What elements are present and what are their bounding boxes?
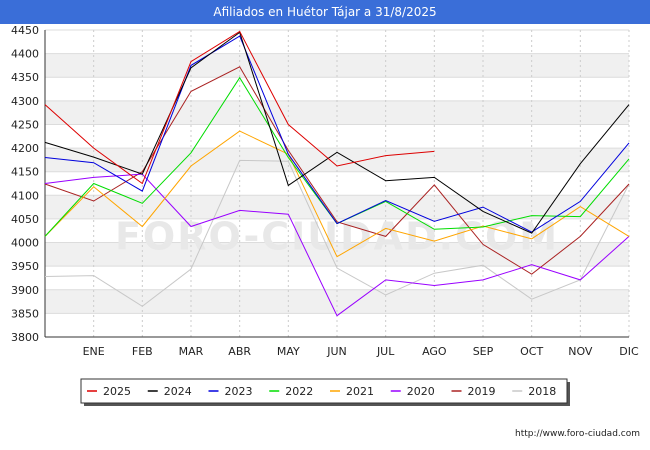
y-tick-label: 3900	[11, 284, 39, 297]
x-tick-label: MAR	[179, 345, 204, 358]
y-tick-label: 4000	[11, 237, 39, 250]
legend-label-2019: 2019	[468, 385, 496, 398]
x-tick-label: ABR	[228, 345, 251, 358]
y-tick-label: 3850	[11, 307, 39, 320]
x-tick-label: AGO	[422, 345, 447, 358]
chart-title: Afiliados en Huétor Tájar a 31/8/2025	[0, 0, 650, 24]
series-line-2023	[44, 35, 630, 233]
x-tick-label: OCT	[520, 345, 543, 358]
y-tick-label: 4200	[11, 142, 39, 155]
legend-label-2021: 2021	[346, 385, 374, 398]
y-tick-label: 4400	[11, 48, 39, 61]
legend-label-2023: 2023	[225, 385, 253, 398]
legend-label-2018: 2018	[528, 385, 556, 398]
legend-label-2022: 2022	[285, 385, 313, 398]
y-tick-label: 4100	[11, 189, 39, 202]
y-tick-label: 4050	[11, 213, 39, 226]
y-tick-label: 3950	[11, 260, 39, 273]
legend-label-2024: 2024	[164, 385, 192, 398]
x-tick-label: FEB	[132, 345, 153, 358]
x-tick-label: NOV	[568, 345, 593, 358]
x-tick-label: ENE	[83, 345, 105, 358]
x-tick-label: MAY	[277, 345, 300, 358]
y-tick-label: 4300	[11, 95, 39, 108]
source-url[interactable]: http://www.foro-ciudad.com	[515, 429, 640, 439]
y-tick-label: 4150	[11, 166, 39, 179]
legend-box	[80, 378, 568, 404]
series-line-2021	[44, 130, 630, 258]
series-line-2018	[44, 159, 630, 307]
y-tick-label: 3800	[11, 331, 39, 344]
y-tick-label: 4450	[11, 24, 39, 37]
series-line-2024	[44, 31, 630, 234]
series-line-2019	[44, 66, 630, 275]
y-tick-label: 4250	[11, 118, 39, 131]
legend-label-2025: 2025	[103, 385, 131, 398]
x-tick-label: JUN	[326, 345, 347, 358]
x-tick-label: DIC	[619, 345, 639, 358]
x-tick-label: JUL	[376, 345, 395, 358]
y-tick-label: 4350	[11, 71, 39, 84]
series-line-2025	[44, 30, 435, 185]
legend-label-2020: 2020	[407, 385, 435, 398]
x-tick-label: SEP	[473, 345, 494, 358]
